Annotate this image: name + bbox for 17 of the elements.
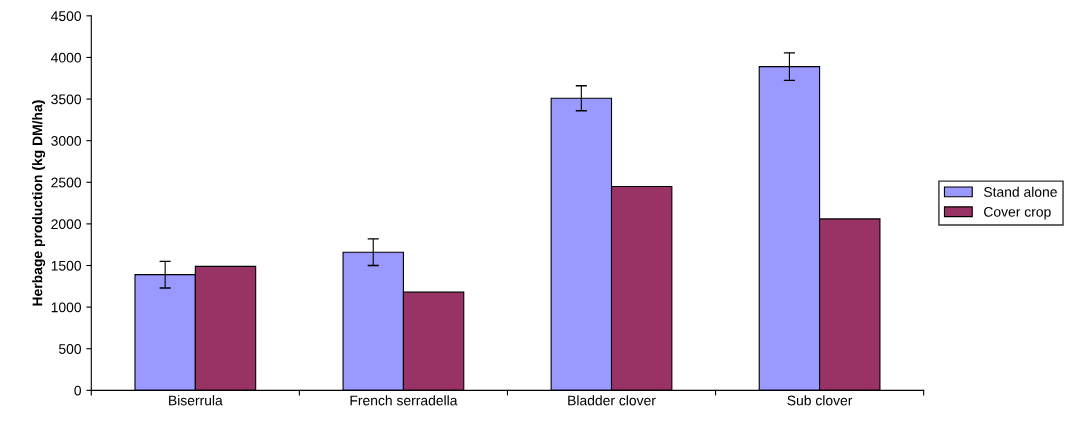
y-tick-label: 1000 bbox=[51, 302, 82, 313]
x-tick-label: Sub clover bbox=[787, 395, 853, 406]
y-axis-title: Herbage production (kg DM/ha) bbox=[32, 100, 46, 306]
y-tick-label: 1500 bbox=[51, 260, 82, 271]
y-tick-label: 3500 bbox=[51, 94, 82, 105]
y-tick-label: 2500 bbox=[51, 177, 82, 188]
legend-label: Cover crop bbox=[984, 206, 1051, 220]
y-tick-label: 500 bbox=[58, 344, 82, 354]
x-tick-label: French serradella bbox=[350, 395, 458, 406]
x-tick-label: Bladder clover bbox=[568, 395, 656, 406]
y-tick-label: 0 bbox=[74, 385, 82, 396]
x-tick-label: Biserrula bbox=[169, 395, 223, 406]
legend-label: Stand alone bbox=[983, 186, 1057, 197]
y-tick-label: 4000 bbox=[50, 52, 82, 63]
y-tick-label: 2000 bbox=[51, 219, 82, 230]
y-tick-label: 3000 bbox=[51, 136, 82, 146]
y-tick-label: 4500 bbox=[50, 11, 82, 22]
